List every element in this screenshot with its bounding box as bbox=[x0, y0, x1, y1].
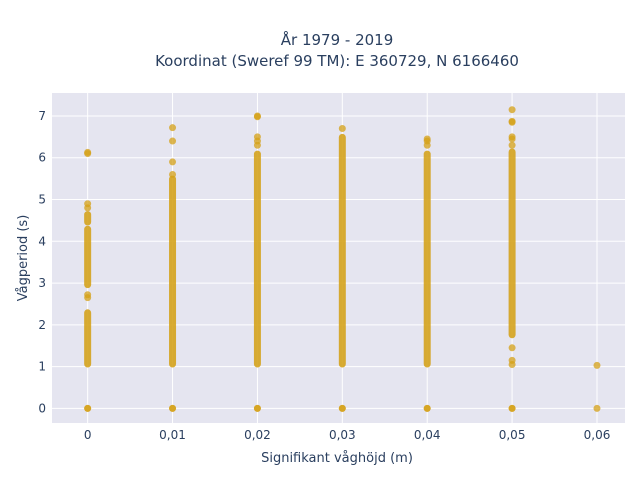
data-point bbox=[508, 404, 516, 412]
x-axis-ticks: 0 0,01 0,02 0,03 0,04 0,05 0,06 bbox=[84, 428, 611, 442]
x-tick-label: 0,03 bbox=[329, 428, 356, 442]
plot-area bbox=[52, 93, 625, 423]
data-point bbox=[338, 125, 346, 133]
data-point bbox=[253, 404, 261, 412]
y-tick-label: 3 bbox=[38, 276, 46, 290]
data-points bbox=[84, 106, 601, 412]
y-tick-label: 5 bbox=[38, 193, 46, 207]
data-point bbox=[338, 404, 346, 412]
data-point bbox=[169, 137, 177, 145]
point-band bbox=[84, 225, 92, 289]
y-tick-label: 0 bbox=[38, 401, 46, 415]
x-tick-label: 0 bbox=[84, 428, 92, 442]
data-point bbox=[253, 133, 261, 141]
data-point bbox=[508, 106, 516, 114]
data-point bbox=[508, 344, 516, 352]
data-point bbox=[423, 135, 431, 143]
data-point bbox=[169, 124, 177, 132]
y-axis-ticks: 0 1 2 3 4 5 6 7 bbox=[38, 109, 46, 415]
y-tick-label: 4 bbox=[38, 234, 46, 248]
data-point bbox=[423, 404, 431, 412]
x-tick-label: 0,01 bbox=[159, 428, 186, 442]
data-point bbox=[84, 148, 92, 156]
x-tick-label: 0,06 bbox=[584, 428, 611, 442]
point-band bbox=[508, 148, 516, 339]
point-band bbox=[423, 150, 431, 368]
y-tick-label: 1 bbox=[38, 360, 46, 374]
y-tick-label: 7 bbox=[38, 109, 46, 123]
point-band bbox=[84, 309, 92, 368]
chart-title-line2: Koordinat (Sweref 99 TM): E 360729, N 61… bbox=[155, 52, 519, 70]
chart-title-line1: År 1979 - 2019 bbox=[281, 30, 394, 49]
y-axis-title: Vågperiod (s) bbox=[16, 215, 31, 302]
data-point bbox=[253, 112, 261, 120]
data-point bbox=[508, 356, 516, 364]
data-point bbox=[508, 133, 516, 141]
point-band bbox=[84, 211, 92, 226]
x-tick-label: 0,04 bbox=[414, 428, 441, 442]
y-tick-label: 6 bbox=[38, 151, 46, 165]
x-tick-label: 0,02 bbox=[244, 428, 271, 442]
data-point bbox=[84, 200, 92, 208]
data-point bbox=[593, 404, 601, 412]
data-point bbox=[508, 141, 516, 149]
x-tick-label: 0,05 bbox=[499, 428, 526, 442]
y-tick-label: 2 bbox=[38, 318, 46, 332]
point-band bbox=[338, 133, 346, 368]
point-band bbox=[253, 150, 261, 368]
data-point bbox=[84, 291, 92, 299]
point-band bbox=[169, 175, 177, 368]
x-axis-title: Signifikant våghöjd (m) bbox=[261, 451, 413, 466]
data-point bbox=[593, 361, 601, 369]
data-point bbox=[84, 404, 92, 412]
data-point bbox=[169, 404, 177, 412]
data-point bbox=[508, 117, 516, 125]
data-point bbox=[169, 158, 177, 166]
data-point bbox=[169, 170, 177, 178]
